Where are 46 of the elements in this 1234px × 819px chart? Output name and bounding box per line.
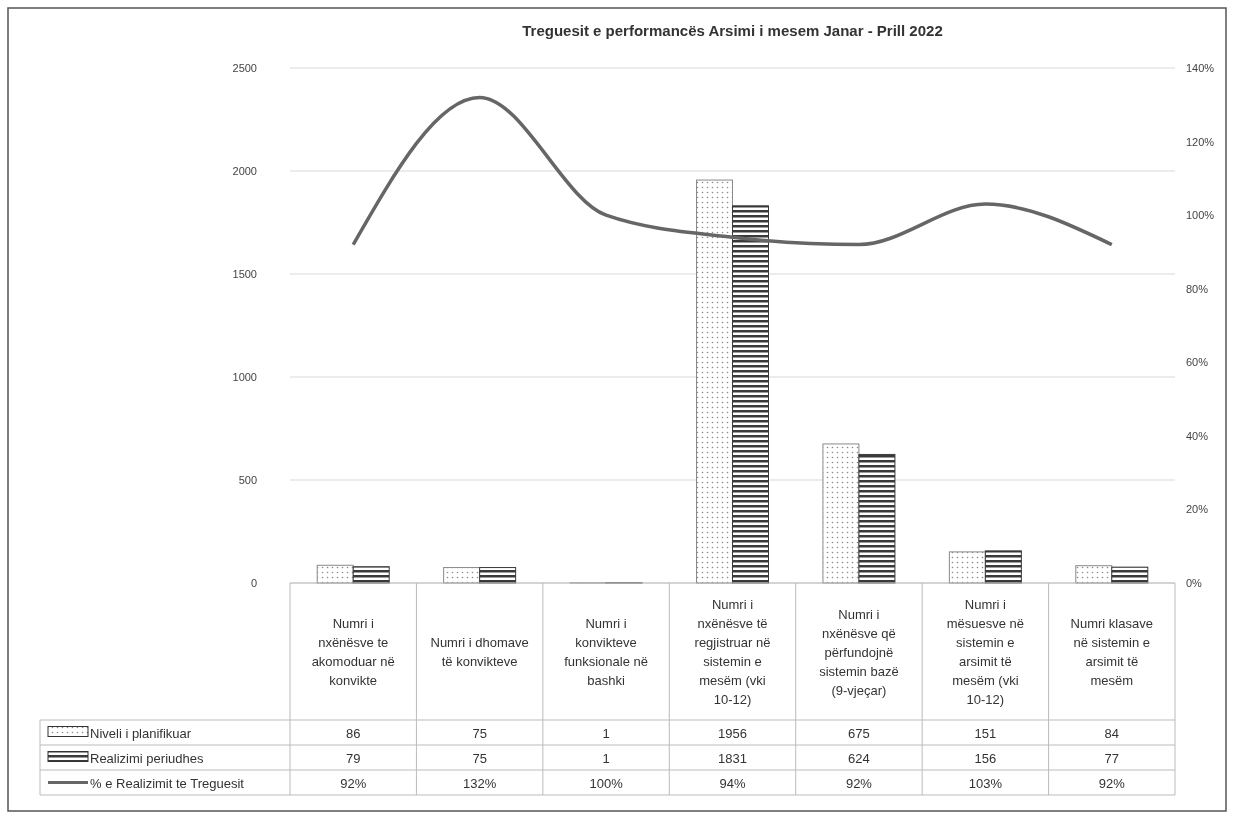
y-tick-label: 2500 — [232, 62, 257, 75]
chart-title: Treguesit e performancës Arsimi i mesem Janar - Prill 2022 — [522, 22, 943, 39]
y-tick-label: 0 — [250, 577, 257, 590]
y2-tick-label: 120% — [1186, 135, 1215, 148]
data-label: 624 — [848, 750, 870, 766]
data-label: 75 — [472, 725, 487, 741]
data-label: 132% — [463, 775, 497, 791]
data-label: 1 — [602, 725, 610, 741]
data-label: 100% — [589, 775, 624, 791]
y2-tick-label: 40% — [1186, 429, 1209, 442]
legend-label: % e Realizimit te Treguesit — [90, 775, 245, 791]
y2-tick-label: 100% — [1186, 209, 1215, 222]
x-tick-label: Numri i dhomave të konvikteve — [430, 635, 529, 669]
data-label: 1831 — [718, 750, 747, 766]
y-tick-label: 500 — [238, 474, 257, 487]
x-tick-label: Numri klasave në sistemin e arsimit të mesëm — [1070, 616, 1153, 688]
data-label: 92% — [845, 775, 873, 791]
x-tick-label: Numri i nxënësve të regjistruar në sistemin e mesëm (vki 10-12) — [694, 597, 771, 707]
x-tick-label: Numri i mësuesve në sistemin e arsimit të mesëm (vki 10-12) — [946, 597, 1025, 707]
y-tick-label: 1000 — [232, 371, 257, 384]
data-label: 103% — [968, 775, 1003, 791]
data-label: 92% — [340, 775, 367, 791]
data-label: 151 — [974, 725, 997, 741]
y2-tick-label: 0% — [1186, 577, 1203, 590]
y2-tick-label: 140% — [1186, 62, 1215, 75]
data-label: 156 — [974, 750, 997, 766]
data-label: 79 — [345, 750, 361, 766]
legend-label: Realizimi periudhes — [90, 750, 204, 766]
x-tick-label: Numri i nxënësve që përfundojnë sistemin bazë (9-vjeçar) — [819, 606, 899, 698]
data-label: 1956 — [718, 725, 747, 741]
data-label: 84 — [1104, 725, 1120, 741]
y2-tick-label: 60% — [1186, 356, 1209, 369]
data-label: 75 — [472, 750, 487, 766]
y2-tick-label: 80% — [1186, 282, 1209, 295]
data-label: 92% — [1098, 775, 1126, 791]
data-label: 94% — [719, 775, 746, 791]
x-tick-label: Numri i nxënësve te akomoduar në konvikte — [311, 616, 395, 688]
y2-tick-label: 20% — [1186, 503, 1209, 516]
data-label: 1 — [602, 750, 610, 766]
data-label: 86 — [345, 725, 361, 741]
data-label: 675 — [848, 725, 870, 741]
y-tick-label: 2000 — [232, 165, 257, 178]
legend-label: Niveli i planifikuar — [90, 725, 192, 741]
x-tick-label: Numri i konvikteve funksionale në bashki — [564, 616, 648, 688]
y-tick-label: 1500 — [232, 268, 257, 281]
data-label: 77 — [1104, 750, 1120, 766]
